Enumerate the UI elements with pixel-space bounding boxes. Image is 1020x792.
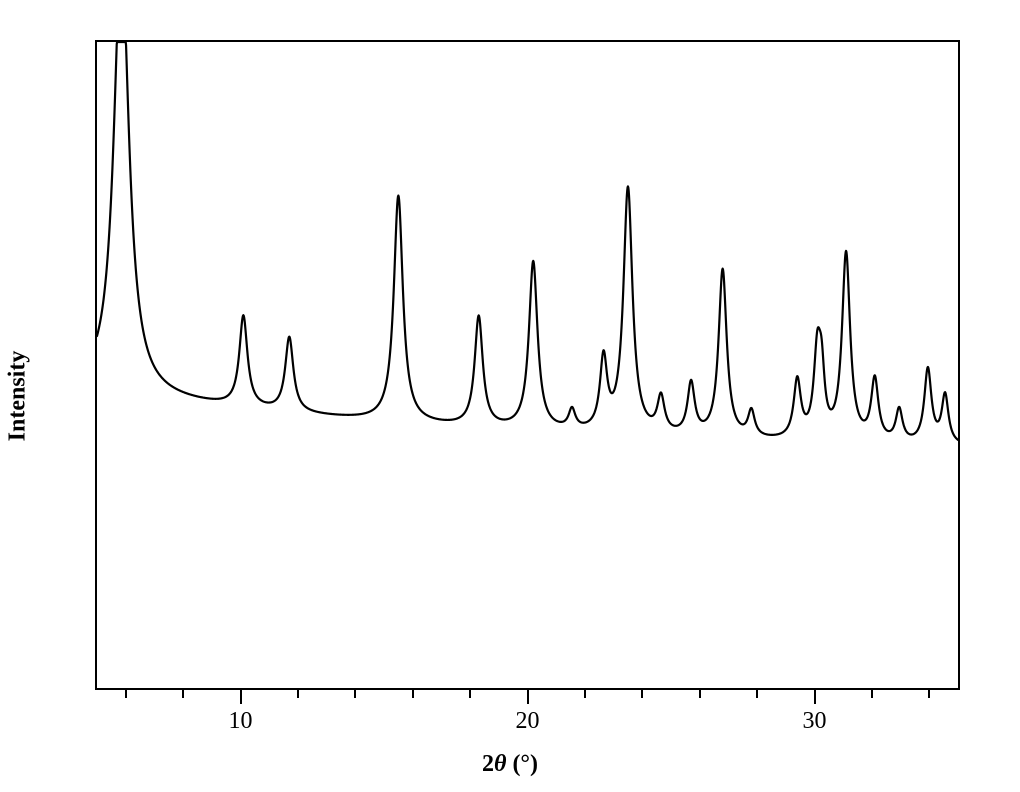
xrd-chart: Intensity 2θ (°) 10 20 30 bbox=[0, 0, 1020, 792]
xrd-line bbox=[97, 42, 958, 440]
tick-minor bbox=[641, 690, 643, 698]
tick-label: 30 bbox=[803, 708, 827, 735]
x-axis-label: 2θ (°) bbox=[482, 751, 538, 778]
tick-major bbox=[527, 690, 529, 704]
tick-minor bbox=[354, 690, 356, 698]
tick-minor bbox=[125, 690, 127, 698]
tick-major bbox=[814, 690, 816, 704]
tick-minor bbox=[469, 690, 471, 698]
tick-minor bbox=[756, 690, 758, 698]
tick-major bbox=[240, 690, 242, 704]
tick-label: 20 bbox=[516, 708, 540, 735]
tick-minor bbox=[928, 690, 930, 698]
tick-minor bbox=[584, 690, 586, 698]
tick-minor bbox=[412, 690, 414, 698]
y-axis-label: Intensity bbox=[5, 351, 32, 442]
tick-minor bbox=[297, 690, 299, 698]
tick-label: 10 bbox=[229, 708, 253, 735]
tick-minor bbox=[871, 690, 873, 698]
xrd-trace bbox=[97, 42, 958, 688]
plot-area bbox=[95, 40, 960, 690]
tick-minor bbox=[699, 690, 701, 698]
x-axis-ticks: 10 20 30 bbox=[95, 690, 960, 750]
tick-minor bbox=[182, 690, 184, 698]
